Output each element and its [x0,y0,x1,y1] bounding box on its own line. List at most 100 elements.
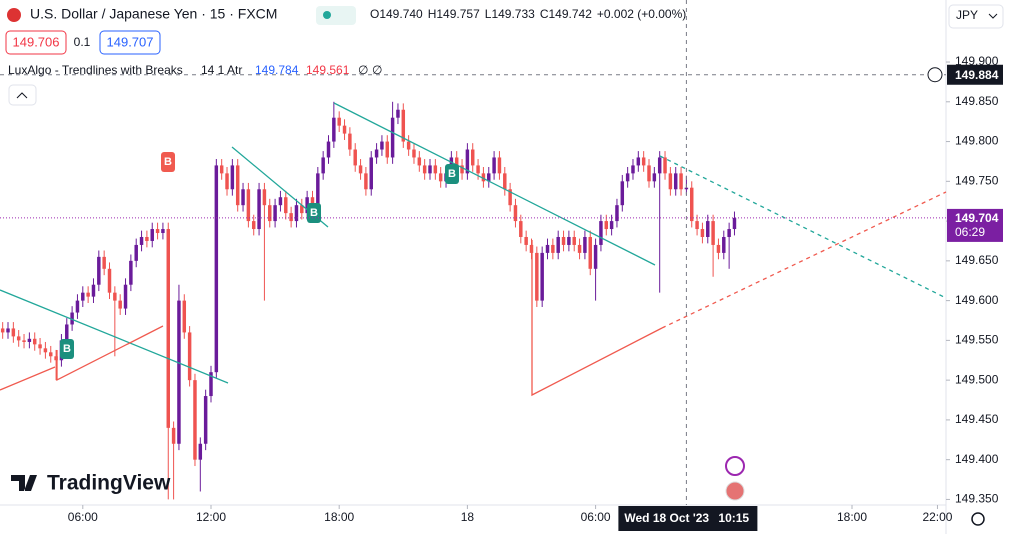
candle-body [353,149,357,166]
candle-body [706,221,710,237]
candle-body [129,260,133,285]
candle-body [465,149,470,174]
trendline [531,240,663,397]
indicator-name[interactable]: LuxAlgo - Trendlines with Breaks [8,63,183,77]
candle-body [268,205,272,222]
candle-body [300,205,304,214]
candle-body [321,157,325,174]
candle-body [625,173,630,182]
candle-body [711,221,715,245]
ohlc-value: H149.757 [428,7,480,21]
x-tick-label: 06:00 [581,510,611,524]
candle-body [497,157,502,174]
buy-price: 149.707 [107,34,154,49]
candle-body [342,125,347,134]
break-label: B [164,156,172,168]
settings-icon[interactable] [971,512,985,526]
candle-body [374,149,379,158]
candle-body [166,229,170,428]
candle-body [364,173,368,190]
candle-body [284,197,288,214]
candle-body [241,189,245,206]
x-tick-label: 22:00 [922,510,952,524]
candle-body [337,117,341,126]
candle-body [540,252,544,301]
economic-event-icon[interactable] [725,481,745,501]
x-tick-label: 12:00 [196,510,226,524]
event-icon[interactable] [725,456,745,476]
indicator-value: ∅ [372,63,382,77]
candle-body [492,157,496,174]
candle-body [722,236,726,253]
collapse-icon [16,92,28,99]
currency-select[interactable] [948,4,1004,29]
logo-text[interactable]: TradingView [47,472,171,495]
candle-body [0,328,5,333]
candle-body [572,236,576,245]
candle-body [412,149,416,158]
buy-button[interactable] [99,30,161,55]
candle-body [209,372,213,397]
candle-body [369,157,373,190]
candle-body [43,348,48,353]
x-tick-label: 18:00 [837,510,867,524]
candle-body [49,352,53,357]
candle-body [513,205,518,222]
candle-body [503,173,507,190]
candle-body [348,133,352,150]
candle-body [145,236,149,241]
candle-body [294,205,299,222]
candle-body [113,292,117,301]
countdown-label: 06:29 [955,225,985,239]
candle-body [631,165,635,174]
candle-body [32,338,37,345]
indicator-params: 14 1 Atr [201,63,242,77]
status-badge[interactable] [316,6,356,25]
last-price-tag [947,208,1003,242]
candle-body [251,221,256,230]
break-label-box [60,339,74,359]
candle-body [257,189,261,230]
y-tick-label: 149.800 [955,134,999,148]
collapse-button[interactable] [8,84,37,106]
candle-body [396,109,400,118]
indicator-value: ∅ [358,63,368,77]
candle-body [588,236,592,269]
candle-body [123,284,128,309]
sell-button[interactable] [5,30,67,55]
break-label: B [310,207,318,219]
candle-body [203,396,208,444]
candle-body [668,173,673,190]
candle-body [583,236,587,253]
candle-body [561,236,566,245]
symbol-title[interactable]: U.S. Dollar / Japanese Yen · 15 · FXCM [30,6,277,22]
candle-body [690,187,694,222]
break-label-box [307,203,321,223]
candle-body [679,173,683,190]
candle-body [519,221,523,237]
candle-body [139,236,144,245]
status-dot [323,11,331,19]
candle-body [91,284,96,297]
candle-body [11,328,16,337]
candle-body [577,244,582,253]
crosshair-price-tag [947,64,1003,85]
break-label: B [448,168,456,180]
candle-body [273,205,277,222]
candle-body [652,173,657,182]
last-price-label: 149.704 [955,211,999,225]
candle-body [38,344,42,349]
candle-body [406,141,411,150]
candle-body [326,141,331,158]
candle-body [454,157,459,166]
candle-body [134,244,138,261]
candle-body [150,229,154,241]
candle-body [716,244,721,253]
trendline [0,366,56,391]
candle-body [481,173,486,182]
y-tick-label: 149.650 [955,253,999,267]
candle-body [663,157,667,174]
add-alert-button[interactable] [927,67,943,83]
currency-label: JPY [956,8,978,22]
